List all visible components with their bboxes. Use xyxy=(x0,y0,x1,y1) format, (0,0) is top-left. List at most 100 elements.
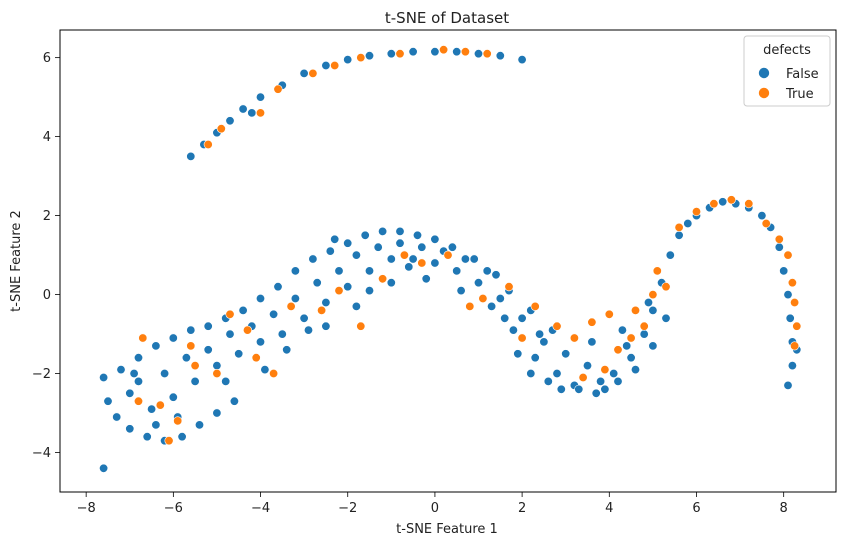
data-point-false-39 xyxy=(334,266,344,276)
data-point-false-48 xyxy=(430,234,440,244)
data-point-false-128 xyxy=(408,47,418,57)
data-point-true-5 xyxy=(225,309,235,319)
data-point-false-71 xyxy=(351,301,361,311)
data-point-false-111 xyxy=(785,313,795,323)
data-point-false-8 xyxy=(212,408,222,418)
data-point-true-0 xyxy=(138,333,148,343)
data-point-false-26 xyxy=(255,337,265,347)
data-point-false-27 xyxy=(277,329,287,339)
data-point-false-7 xyxy=(195,420,205,430)
data-point-true-50 xyxy=(482,49,492,59)
data-point-false-110 xyxy=(783,290,793,300)
data-point-true-23 xyxy=(626,333,636,343)
chart-title: t-SNE of Dataset xyxy=(385,9,509,27)
legend: defects False True xyxy=(743,35,831,107)
data-point-false-59 xyxy=(539,337,549,347)
y-axis-label: t-SNE Feature 2 xyxy=(9,210,24,312)
data-point-false-62 xyxy=(395,238,405,248)
data-point-false-135 xyxy=(99,463,109,473)
data-point-false-109 xyxy=(779,266,789,276)
data-point-true-35 xyxy=(783,250,793,260)
data-point-false-154 xyxy=(330,234,340,244)
data-point-false-99 xyxy=(500,313,510,323)
data-point-false-33 xyxy=(203,345,213,355)
legend-label-false: False xyxy=(786,67,819,82)
data-point-false-126 xyxy=(364,51,374,61)
data-point-false-44 xyxy=(360,230,370,240)
legend-marker-false xyxy=(758,67,770,79)
data-point-true-25 xyxy=(648,290,658,300)
data-point-false-46 xyxy=(395,226,405,236)
data-point-false-133 xyxy=(517,55,527,65)
data-point-true-7 xyxy=(269,368,279,378)
legend-title: defects xyxy=(763,43,811,58)
data-point-false-81 xyxy=(582,361,592,371)
y-tick-label: 2 xyxy=(43,209,51,224)
data-point-false-55 xyxy=(452,266,462,276)
x-tick-label: −4 xyxy=(251,501,270,516)
data-point-true-2 xyxy=(173,416,183,426)
data-point-false-73 xyxy=(421,274,431,284)
data-point-false-146 xyxy=(491,270,501,280)
data-point-true-3 xyxy=(190,361,200,371)
data-point-true-49 xyxy=(460,47,470,57)
data-point-false-52 xyxy=(386,254,396,264)
data-point-false-142 xyxy=(303,325,313,335)
data-point-true-6 xyxy=(243,325,253,335)
data-point-false-58 xyxy=(517,313,527,323)
data-point-false-148 xyxy=(587,337,597,347)
data-point-false-14 xyxy=(186,325,196,335)
data-point-false-13 xyxy=(168,333,178,343)
y-tick-label: −4 xyxy=(32,446,51,461)
data-point-true-1 xyxy=(155,400,165,410)
data-point-false-82 xyxy=(596,376,606,386)
data-point-true-18 xyxy=(552,321,562,331)
data-point-true-28 xyxy=(674,222,684,232)
data-point-false-37 xyxy=(290,293,300,303)
data-point-false-114 xyxy=(783,380,793,390)
x-tick-label: 4 xyxy=(605,501,613,516)
data-point-false-92 xyxy=(613,376,623,386)
data-point-false-1 xyxy=(103,396,113,406)
x-axis: −8 −6 −4 −2 0 2 4 6 8 xyxy=(77,492,788,516)
data-point-false-143 xyxy=(364,286,374,296)
data-point-false-75 xyxy=(487,301,497,311)
data-point-true-22 xyxy=(613,345,623,355)
data-point-false-15 xyxy=(203,321,213,331)
data-point-false-116 xyxy=(186,151,196,161)
x-axis-label: t-SNE Feature 1 xyxy=(396,522,498,537)
data-point-false-77 xyxy=(530,353,540,363)
data-point-false-132 xyxy=(495,51,505,61)
data-point-false-76 xyxy=(508,325,518,335)
data-point-false-150 xyxy=(643,297,653,307)
data-point-true-44 xyxy=(308,68,318,78)
data-point-true-57 xyxy=(517,333,527,343)
data-point-false-147 xyxy=(535,329,545,339)
data-point-false-97 xyxy=(526,368,536,378)
data-point-true-46 xyxy=(356,53,366,63)
data-point-false-91 xyxy=(591,388,601,398)
data-point-false-95 xyxy=(661,313,671,323)
data-point-true-26 xyxy=(652,266,662,276)
data-point-true-27 xyxy=(661,282,671,292)
data-point-false-85 xyxy=(639,329,649,339)
data-point-false-83 xyxy=(609,368,619,378)
data-point-true-60 xyxy=(630,305,640,315)
data-point-false-100 xyxy=(683,219,693,229)
data-point-true-13 xyxy=(399,250,409,260)
data-point-true-16 xyxy=(504,282,514,292)
data-point-false-125 xyxy=(343,55,353,65)
data-point-false-96 xyxy=(543,376,553,386)
data-point-false-2 xyxy=(112,412,122,422)
data-point-false-123 xyxy=(299,68,309,78)
data-point-false-134 xyxy=(247,108,257,118)
data-point-false-0 xyxy=(99,372,109,382)
data-point-false-131 xyxy=(473,49,483,59)
data-point-true-24 xyxy=(639,321,649,331)
data-point-true-54 xyxy=(251,353,261,363)
data-point-false-30 xyxy=(134,376,144,386)
data-point-true-41 xyxy=(216,124,226,134)
data-point-false-54 xyxy=(430,258,440,268)
